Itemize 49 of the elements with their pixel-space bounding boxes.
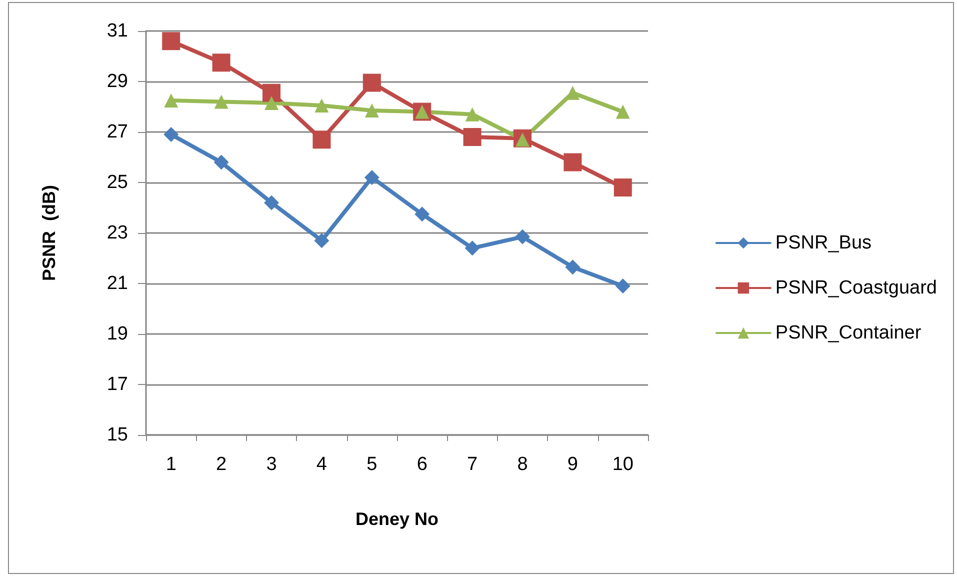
x-tick-label: 1 [166,454,176,475]
y-tick-label: 29 [106,71,128,92]
legend-label: PSNR_Container [775,322,922,344]
x-tick-label: 4 [316,454,328,475]
legend-label: PSNR_Bus [775,232,872,254]
x-tick-label: 9 [567,454,578,475]
point [362,74,381,92]
point [615,278,630,294]
x-tick-label: 3 [266,454,277,475]
x-tick-label: 7 [467,454,478,475]
x-tick-label: 10 [612,454,634,475]
point [164,127,179,142]
point [414,206,430,222]
x-tick-label: 2 [216,454,227,475]
point [264,96,278,110]
point [364,170,380,185]
legend-label: PSNR_Coastguard [775,278,938,298]
point [262,84,280,102]
x-tick-label: 6 [416,454,428,475]
y-tick-label: 15 [106,424,128,446]
point [214,154,229,170]
point [564,153,582,172]
y-tick-label: 19 [106,324,128,344]
point [164,93,178,108]
point [162,32,180,50]
point [212,54,230,72]
x-tick-label: 8 [517,454,528,475]
point [312,130,331,149]
y-tick-label: 21 [106,273,128,294]
point [565,260,580,275]
y-tick-label: 27 [106,122,128,142]
x-axis-title: Deney No [355,509,439,529]
point [364,104,379,118]
point [463,128,482,146]
point [614,178,632,197]
point [616,104,630,119]
point [314,98,329,112]
point [515,229,530,244]
y-tick-label: 23 [106,222,128,244]
point [465,107,480,122]
y-tick-label: 17 [106,374,128,395]
y-axis-title: PSNR (dB) [39,185,59,281]
point [464,240,480,256]
point [214,94,228,109]
y-tick-label: 25 [106,172,128,193]
x-tick-label: 5 [366,454,378,475]
y-tick-label: 31 [106,20,128,42]
point [314,233,330,248]
point [264,195,279,210]
